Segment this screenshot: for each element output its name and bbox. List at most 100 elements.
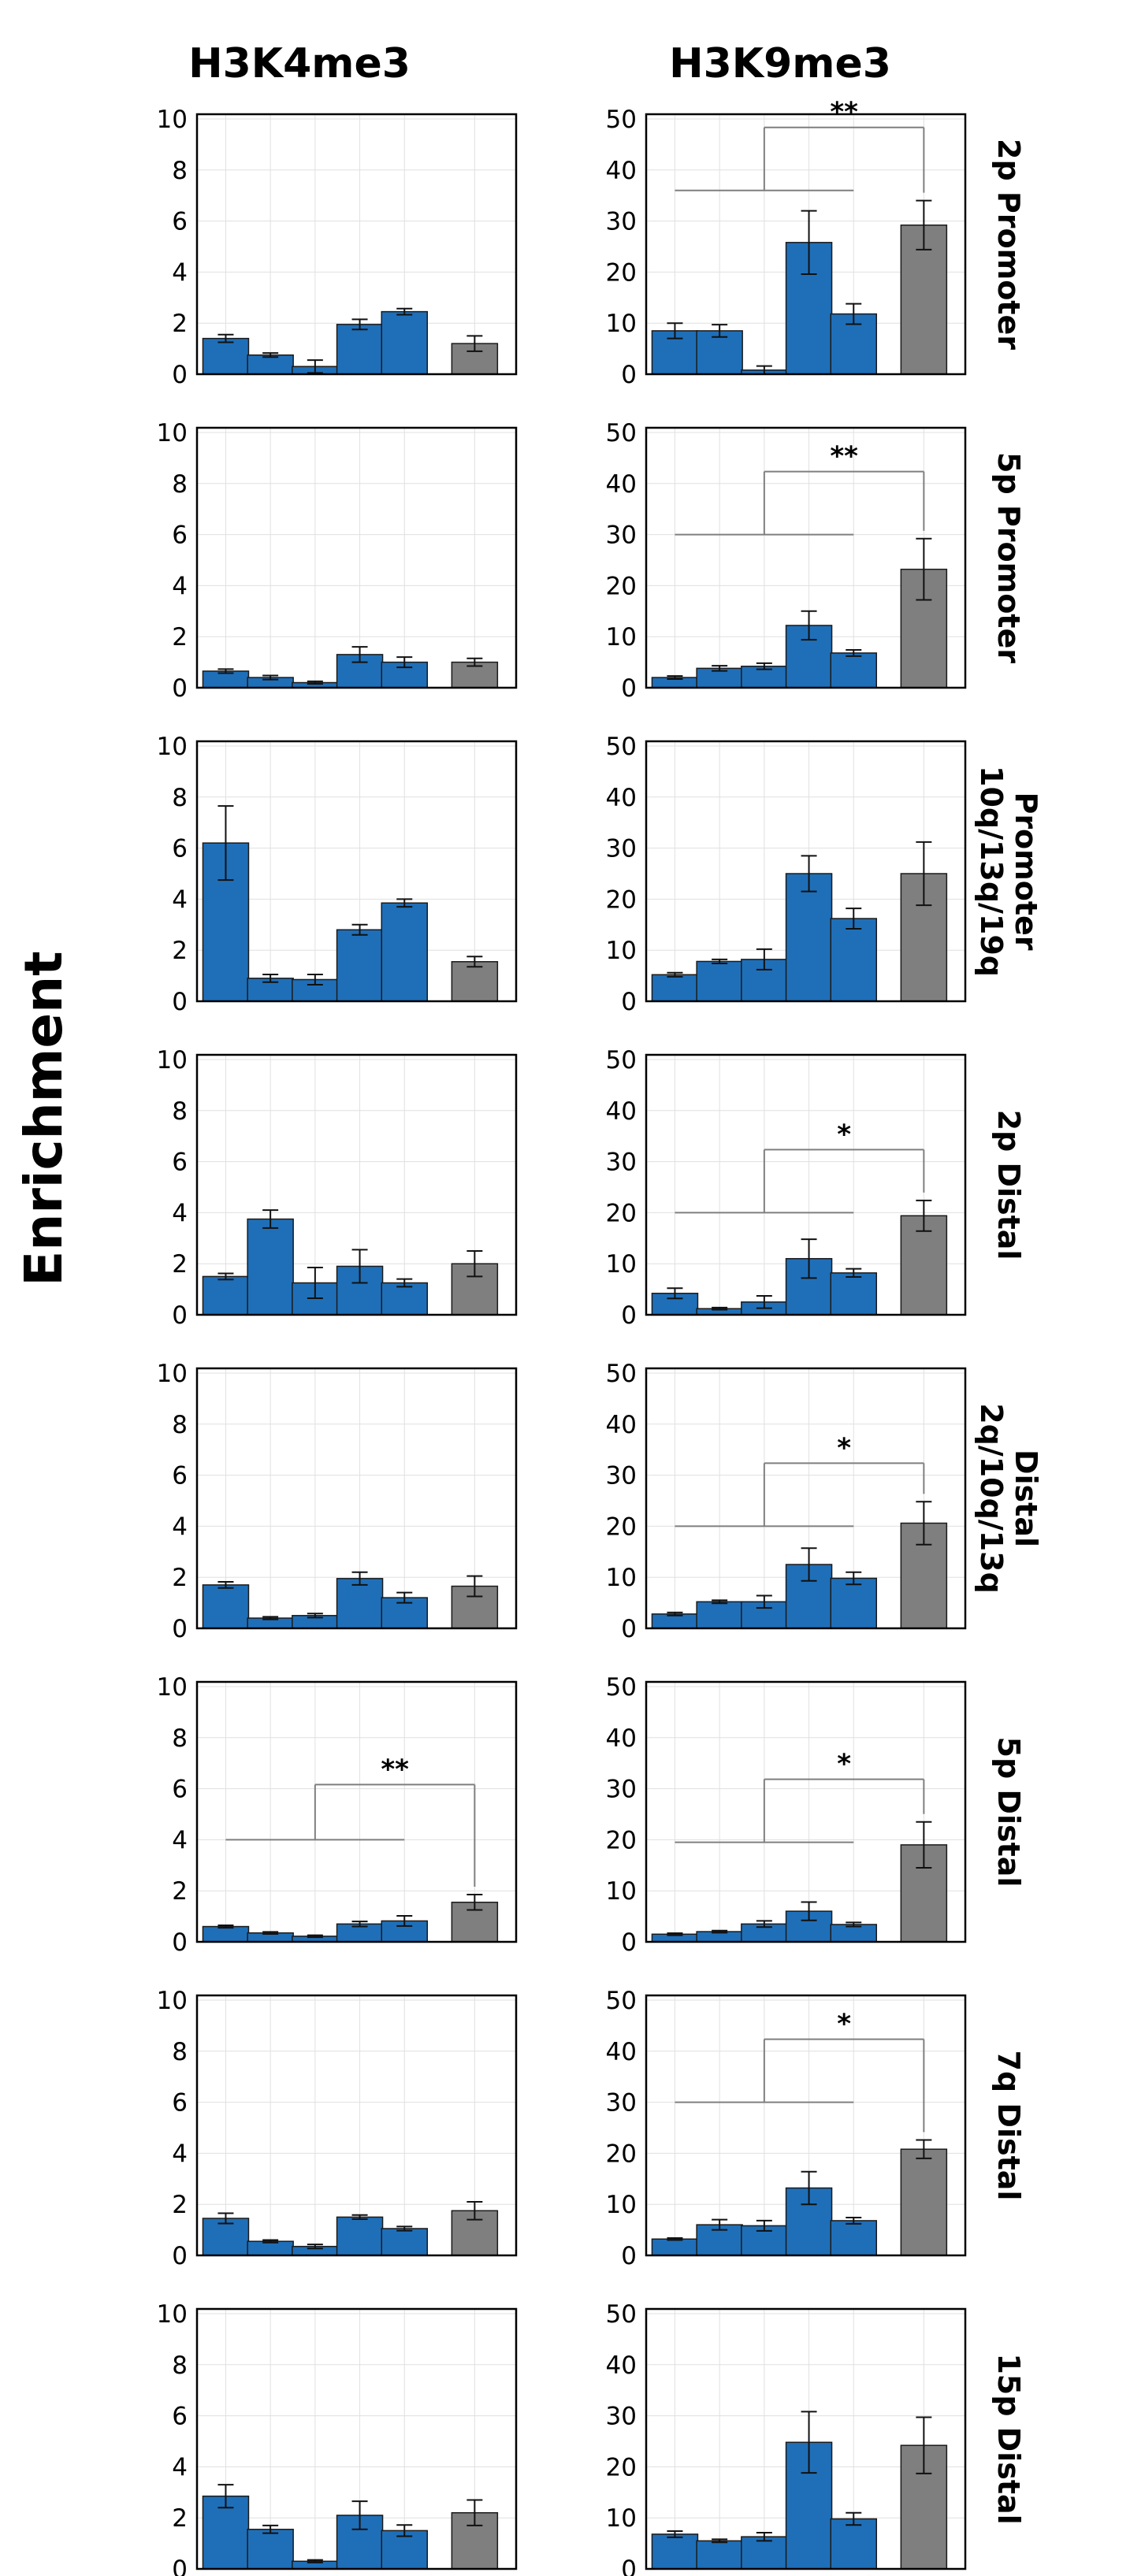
y-tick-label: 40 <box>606 1724 637 1753</box>
error-bar <box>466 657 483 667</box>
panel-h3k4me3-4: 0 2 4 6 8 10 <box>157 1046 518 1330</box>
error-bar <box>801 2411 817 2474</box>
bar-Saos-2 <box>247 2240 294 2256</box>
y-tick-label: 4 <box>172 1513 188 1541</box>
error-bar <box>351 1921 368 1928</box>
y-tick-label: 6 <box>172 2089 188 2118</box>
error-bar <box>801 855 817 893</box>
bar-SK-LU-1 <box>336 1578 384 1629</box>
bar-Saos-2 <box>696 1601 743 1629</box>
error-bar <box>916 2416 932 2474</box>
bar-SUSM-1 <box>830 1272 877 1316</box>
panel-frame <box>195 2307 518 2570</box>
y-tick-label: 30 <box>606 1149 637 1177</box>
row-label-7: 7q Distal <box>991 2051 1026 2201</box>
y-tick-label: 10 <box>157 1673 188 1702</box>
bar-WT <box>900 2148 948 2256</box>
column-titles: H3K4me3 H3K9me3 <box>188 40 891 87</box>
error-bar <box>466 1250 483 1278</box>
panel-h3k9me3-2: 0 10 20 30 40 50 ** <box>606 419 967 703</box>
y-tick-label: 2 <box>172 310 188 338</box>
error-bar <box>801 610 817 641</box>
panel-frame <box>195 113 518 376</box>
row-label-2: 5p Promoter <box>991 452 1026 663</box>
y-tick-label: 0 <box>621 2242 637 2270</box>
error-bar <box>846 2217 862 2225</box>
panel-frame <box>195 426 518 689</box>
error-bar <box>846 303 862 325</box>
error-bar <box>466 1575 483 1598</box>
error-bar <box>262 674 279 681</box>
bar-SUSM-1 <box>830 2220 877 2256</box>
panel-h3k4me3-6: 0 2 4 6 8 10 ** <box>157 1673 518 1957</box>
y-tick-label: 0 <box>172 361 188 389</box>
y-tick-label: 20 <box>606 1199 637 1227</box>
y-tick-label: 0 <box>172 1301 188 1330</box>
error-bar <box>217 2484 234 2509</box>
y-tick-label: 2 <box>172 1564 188 1592</box>
bar-Saos-2 <box>247 2529 294 2570</box>
bar-U-2 OS <box>202 1925 250 1943</box>
error-bar <box>916 1821 932 1869</box>
y-tick-label: 40 <box>606 784 637 812</box>
error-bar <box>466 956 483 968</box>
y-tick-label: 8 <box>172 2038 188 2066</box>
error-bar <box>801 1238 817 1279</box>
y-tick-label: 20 <box>606 258 637 287</box>
error-bar <box>217 2212 234 2225</box>
significance-label: ** <box>830 97 858 128</box>
y-tick-label: 6 <box>172 835 188 863</box>
y-tick-label: 0 <box>621 1615 637 1643</box>
error-bar <box>351 318 368 331</box>
error-bar <box>712 324 728 338</box>
y-tick-label: 8 <box>172 1724 188 1753</box>
y-tick-label: 4 <box>172 258 188 287</box>
y-tick-label: 30 <box>606 835 637 863</box>
panel-frame <box>645 1680 967 1943</box>
error-bar <box>756 1594 772 1609</box>
bar-U-2 OS <box>651 2238 699 2256</box>
error-bar <box>307 359 323 374</box>
panel-h3k4me3-7: 0 2 4 6 8 10 <box>157 1987 518 2270</box>
column-title-h3k4me3: H3K4me3 <box>188 40 411 87</box>
significance-label: ** <box>830 441 858 473</box>
error-bar <box>307 2244 323 2250</box>
y-tick-label: 30 <box>606 2089 637 2118</box>
y-tick-label: 0 <box>621 988 637 1016</box>
y-tick-label: 2 <box>172 1877 188 1906</box>
error-bar <box>466 1894 483 1911</box>
error-bar <box>667 971 683 978</box>
y-tick-label: 2 <box>172 2504 188 2533</box>
y-tick-label: 10 <box>606 1250 637 1279</box>
panel-h3k9me3-6: 0 10 20 30 40 50 * <box>606 1673 967 1957</box>
row-label-6: 5p Distal <box>991 1737 1026 1887</box>
panel-h3k9me3-7: 0 10 20 30 40 50 * <box>606 1987 967 2270</box>
y-tick-label: 0 <box>621 1301 637 1330</box>
error-bar <box>466 335 483 352</box>
y-tick-label: 30 <box>606 522 637 550</box>
significance-label: * <box>837 2009 851 2040</box>
error-bar <box>262 2524 279 2534</box>
y-tick-label: 20 <box>606 2140 637 2168</box>
y-tick-label: 30 <box>606 1776 637 1804</box>
error-bar <box>801 1547 817 1582</box>
error-bar <box>262 2239 279 2244</box>
error-bar <box>846 908 862 930</box>
panel-frame <box>645 740 967 1003</box>
panel-frame <box>195 1680 518 1943</box>
row-label-3: Promoter <box>1009 792 1043 950</box>
y-tick-label: 10 <box>606 1564 637 1592</box>
y-tick-label: 0 <box>621 2556 637 2576</box>
error-bar <box>396 307 413 316</box>
y-tick-label: 6 <box>172 208 188 236</box>
y-tick-label: 8 <box>172 1411 188 1439</box>
y-tick-label: 10 <box>157 1987 188 2015</box>
y-tick-label: 2 <box>172 1250 188 1279</box>
bar-U-2 OS <box>651 974 699 1002</box>
error-bar <box>667 2236 683 2241</box>
y-tick-label: 0 <box>621 674 637 703</box>
y-tick-label: 50 <box>606 1987 637 2015</box>
y-tick-label: 8 <box>172 784 188 812</box>
error-bar <box>712 958 728 965</box>
